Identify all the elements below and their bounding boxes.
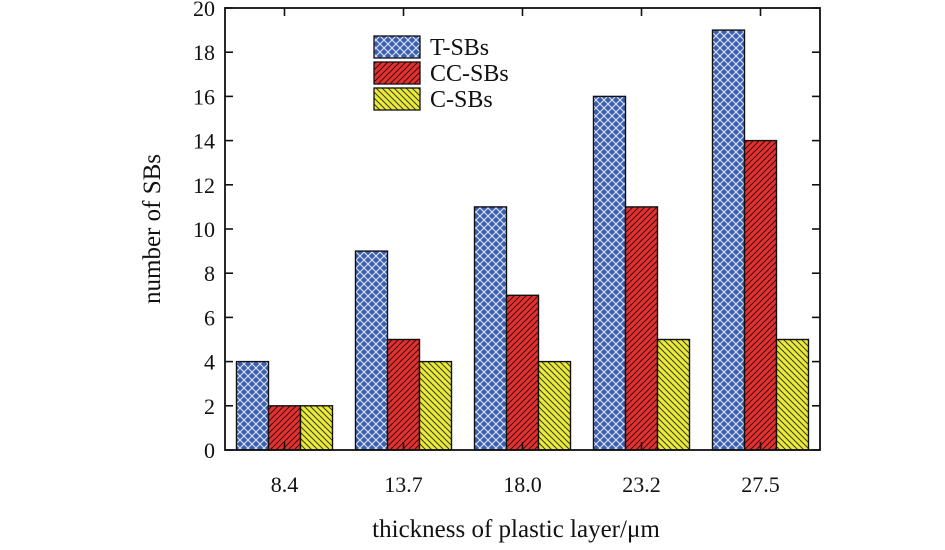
- bar-c-sbs-8.4: [299, 405, 334, 451]
- y-tick-label: 8: [204, 261, 215, 286]
- bar-t-sbs-18.0: [473, 206, 508, 451]
- bar-cc-sbs-23.2: [624, 206, 659, 451]
- x-tick-label: 18.0: [503, 472, 542, 497]
- y-tick-label: 18: [193, 40, 215, 65]
- legend-swatch-c-sbs: [373, 87, 421, 111]
- y-tick-label: 12: [193, 173, 215, 198]
- bar-cc-sbs-13.7: [386, 338, 421, 451]
- axis-ticks: [225, 7, 820, 451]
- bar-c-sbs-18.0: [537, 360, 572, 451]
- x-tick-labels: 8.4 13.7 18.0 23.2 27.5: [271, 472, 780, 497]
- y-tick-label: 4: [204, 350, 215, 375]
- bar-t-sbs-13.7: [354, 250, 389, 451]
- x-tick-label: 13.7: [384, 472, 423, 497]
- bar-t-sbs-27.5: [711, 29, 746, 451]
- bar-c-sbs-23.2: [656, 338, 691, 451]
- bar-cc-sbs-27.5: [743, 139, 778, 451]
- legend-swatch-cc-sbs: [373, 61, 421, 85]
- y-tick-label: 20: [193, 0, 215, 21]
- bar-c-sbs-13.7: [418, 360, 453, 451]
- x-axis-label: thickness of plastic layer/μm: [372, 516, 660, 543]
- y-tick-label: 10: [193, 217, 215, 242]
- y-tick-label: 6: [204, 305, 215, 330]
- y-axis-label: number of SBs: [139, 154, 166, 304]
- legend-label-cc-sbs: CC-SBs: [430, 61, 509, 87]
- legend-label-t-sbs: T-SBs: [430, 35, 489, 61]
- y-tick-labels: 0 2 4 6 8 10 12 14 16 18 20: [193, 0, 215, 463]
- bar-t-sbs-8.4: [235, 360, 270, 451]
- y-tick-label: 2: [204, 394, 215, 419]
- x-tick-label: 8.4: [271, 472, 299, 497]
- legend-label-c-sbs: C-SBs: [430, 87, 493, 113]
- x-tick-label: 27.5: [741, 472, 780, 497]
- legend-swatch-t-sbs: [373, 35, 421, 59]
- y-tick-label: 0: [204, 438, 215, 463]
- x-tick-label: 23.2: [622, 472, 661, 497]
- bar-t-sbs-23.2: [592, 95, 627, 451]
- bar-cc-sbs-18.0: [505, 294, 540, 451]
- bars-group: [235, 29, 810, 451]
- bar-c-sbs-27.5: [775, 338, 810, 451]
- y-tick-label: 14: [193, 129, 215, 154]
- y-tick-label: 16: [193, 84, 215, 109]
